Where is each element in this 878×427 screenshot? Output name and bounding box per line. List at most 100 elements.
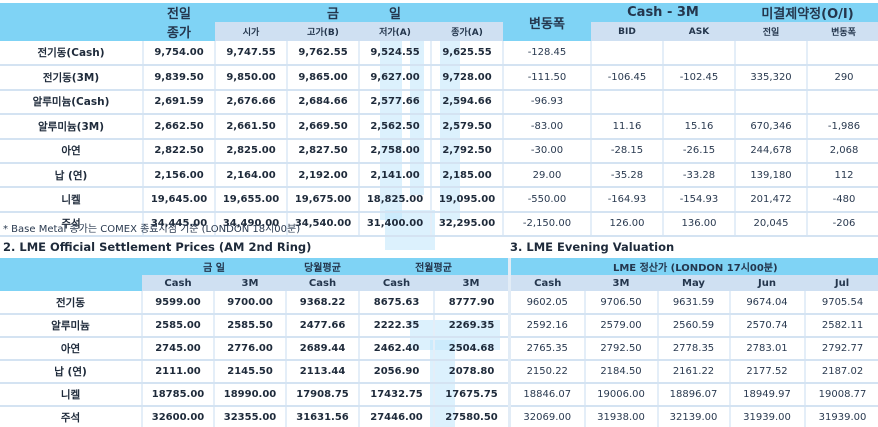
ev-cash-cell: 32069.00 [508,406,585,427]
ev-cash-cell: 2765.35 [508,337,585,361]
header-cash-3m: Cash - 3M [627,5,699,20]
table-row: 2765.35 2792.50 2778.35 2783.01 2792.77 [508,337,878,361]
last-month-cash-cell: 2222.35 [358,314,435,338]
oi-prev-cell [734,89,807,116]
oi-prev-cell [734,41,807,67]
open-cell: 2,164.00 [214,162,287,189]
oi-change-cell: -480 [805,187,878,213]
ev-jun-cell: 31939.00 [728,406,805,427]
open-cell: 2,825.00 [214,138,287,164]
open-cell: 34,490.00 [214,211,287,238]
metal-name: 주석 [0,406,142,427]
open-cell: 9,747.55 [214,41,287,67]
ev-jun-cell: 2783.01 [728,337,805,361]
ask-cell [662,89,735,116]
oi-change-cell: 112 [805,162,878,189]
close-cell: 32,295.00 [430,211,503,238]
metal-name: 전기동(Cash) [0,41,143,67]
close-cell: 19,095.00 [430,187,503,213]
change-cell: -30.00 [502,138,591,164]
change-cell: -111.50 [502,65,591,91]
bid-cell: -164.93 [590,187,663,213]
header-today-3m: 3M [241,277,259,289]
ev-cash-cell: 18846.07 [508,383,585,407]
high-cell: 2,669.50 [286,114,359,140]
metal-name: 전기동(3M) [0,65,143,91]
ask-cell: -102.45 [662,65,735,91]
ev-jun-cell: 2177.52 [728,360,805,384]
table-row: 전기동 9599.00 9700.00 9368.22 8675.63 8777.90 [0,291,509,315]
header-open-interest: 미결제약정(O/I) [761,7,854,22]
header-oi-change: 변동폭 [831,28,856,38]
last-month-cash-cell: 2056.90 [358,360,435,384]
ev-may-cell: 9631.59 [656,291,730,315]
last-month-3m-cell: 2078.80 [433,360,509,384]
today-3m-cell: 2776.00 [212,337,287,361]
today-cash-cell: 2111.00 [141,360,214,384]
header-close: 종가(A) [451,28,483,38]
today-cash-cell: 18785.00 [141,383,214,407]
metal-name: 아연 [0,337,142,361]
oi-prev-cell: 201,472 [734,187,807,213]
low-cell: 2,141.00 [358,162,431,189]
high-cell: 2,827.50 [286,138,359,164]
ev-jun-cell: 18949.97 [728,383,805,407]
header-open: 시가 [242,28,260,38]
table-row: 18846.07 19006.00 18896.07 18949.97 19008.77 [508,383,878,407]
ev-jul-cell: 2187.02 [803,360,878,384]
this-month-cash-cell: 9368.22 [285,291,360,315]
today-cash-cell: 2585.00 [141,314,214,338]
metal-name: 알루미늄(3M) [0,114,143,140]
today-cash-cell: 9599.00 [141,291,214,315]
ev-may-cell: 18896.07 [656,383,730,407]
ev-may-cell: 2560.59 [656,314,730,338]
table-row: 납 (연) 2,156.00 2,164.00 2,192.00 2,141.00 2,1… [0,162,878,189]
ev-jun-cell: 9674.04 [728,291,805,315]
table-row: 아연 2745.00 2776.00 2689.44 2462.40 2504.68 [0,337,509,361]
close-cell: 2,594.66 [430,89,503,116]
ev-cash-cell: 2150.22 [508,360,585,384]
ev-may-cell: 32139.00 [656,406,730,427]
ask-cell: -154.93 [662,187,735,213]
today-3m-cell: 2145.50 [212,360,287,384]
change-cell: -96.93 [502,89,591,116]
table-row: 니켈 19,645.00 19,655.00 19,675.00 18,825.00 19… [0,187,878,213]
oi-change-cell: 290 [805,65,878,91]
today-3m-cell: 18990.00 [212,383,287,407]
prev-close-cell: 9,839.50 [142,65,215,91]
header-this-cash: Cash [308,277,337,289]
open-cell: 2,676.66 [214,89,287,116]
close-cell: 9,728.00 [430,65,503,91]
metal-name: 알루미늄 [0,314,142,338]
last-month-3m-cell: 8777.90 [433,291,509,315]
header-today-right: 일 [389,7,401,22]
ask-cell: -33.28 [662,162,735,189]
ev-may-cell: 2161.22 [656,360,730,384]
open-cell: 19,655.00 [214,187,287,213]
ask-cell: 15.16 [662,114,735,140]
last-month-3m-cell: 17675.75 [433,383,509,407]
ev-jun-cell: 2570.74 [728,314,805,338]
this-month-cash-cell: 2689.44 [285,337,360,361]
oi-change-cell [805,41,878,67]
oi-change-cell: -1,986 [805,114,878,140]
prev-close-cell: 2,691.59 [142,89,215,116]
table-row: 알루미늄(Cash) 2,691.59 2,676.66 2,684.66 2,577.… [0,89,878,116]
high-cell: 9,865.00 [286,65,359,91]
high-cell: 9,762.55 [286,41,359,67]
header-evening-main: LME 정산가 (LONDON 17시00분) [507,258,878,275]
ev-cash-cell: 2592.16 [508,314,585,338]
change-cell: -128.45 [502,41,591,67]
this-month-cash-cell: 31631.56 [285,406,360,427]
header-ev-jun: Jun [758,277,776,289]
change-cell: -2,150.00 [502,211,591,238]
metal-name: 납 (연) [0,360,142,384]
table-row: 9602.05 9706.50 9631.59 9674.04 9705.54 [508,291,878,315]
last-month-3m-cell: 2269.35 [433,314,509,338]
high-cell: 19,675.00 [286,187,359,213]
table-row: 주석 34,445.00 34,490.00 34,540.00 31,400.00 32… [0,211,878,238]
this-month-cash-cell: 17908.75 [285,383,360,407]
oi-change-cell: -206 [805,211,878,238]
oi-prev-cell: 20,045 [734,211,807,238]
prev-close-cell: 2,662.50 [142,114,215,140]
